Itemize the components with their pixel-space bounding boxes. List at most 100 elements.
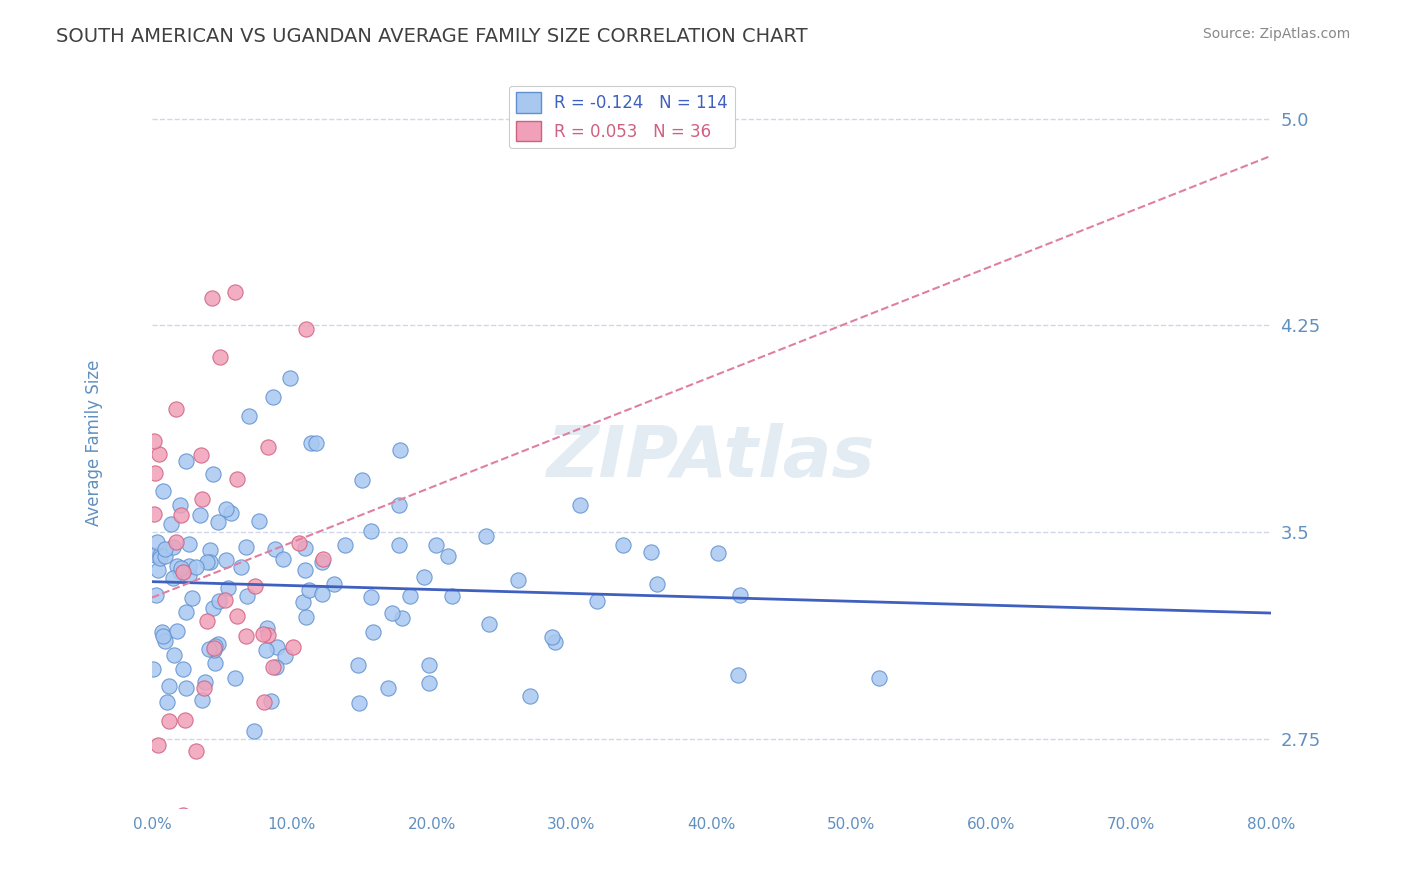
Point: [294, 541, 316, 555]
Point: [184, 560, 207, 574]
Point: [247, 514, 270, 528]
Point: [190, 448, 212, 462]
Point: [195, 555, 218, 569]
Point: [294, 563, 316, 577]
Point: [388, 498, 411, 512]
Point: [225, 472, 247, 486]
Point: [350, 473, 373, 487]
Point: [236, 589, 259, 603]
Point: [201, 467, 224, 481]
Point: [235, 540, 257, 554]
Point: [235, 629, 257, 643]
Point: [225, 608, 247, 623]
Point: [474, 529, 496, 543]
Point: [728, 588, 751, 602]
Point: [157, 714, 180, 728]
Point: [160, 517, 183, 532]
Point: [143, 466, 166, 480]
Point: [198, 543, 221, 558]
Point: [146, 534, 169, 549]
Point: [271, 552, 294, 566]
Point: [207, 515, 229, 529]
Y-axis label: Average Family Size: Average Family Size: [86, 359, 103, 525]
Point: [214, 593, 236, 607]
Point: [224, 285, 246, 299]
Point: [243, 579, 266, 593]
Point: [202, 640, 225, 655]
Point: [437, 549, 460, 564]
Text: ZIPAtlas: ZIPAtlas: [547, 423, 876, 491]
Point: [640, 544, 662, 558]
Point: [163, 648, 186, 662]
Point: [198, 641, 221, 656]
Point: [204, 656, 226, 670]
Point: [157, 679, 180, 693]
Point: [173, 714, 195, 728]
Point: [218, 581, 240, 595]
Point: [153, 634, 176, 648]
Point: [540, 630, 562, 644]
Point: [388, 538, 411, 552]
Point: [478, 617, 501, 632]
Point: [299, 436, 322, 450]
Point: [172, 662, 194, 676]
Point: [201, 291, 224, 305]
Point: [253, 695, 276, 709]
Point: [260, 694, 283, 708]
Point: [194, 675, 217, 690]
Point: [188, 508, 211, 522]
Point: [143, 507, 166, 521]
Point: [425, 538, 447, 552]
Point: [568, 498, 591, 512]
Point: [165, 401, 187, 416]
Point: [170, 508, 193, 522]
Point: [149, 551, 172, 566]
Text: SOUTH AMERICAN VS UGANDAN AVERAGE FAMILY SIZE CORRELATION CHART: SOUTH AMERICAN VS UGANDAN AVERAGE FAMILY…: [56, 27, 808, 45]
Point: [273, 649, 295, 664]
Point: [298, 583, 321, 598]
Point: [152, 629, 174, 643]
Point: [519, 689, 541, 703]
Point: [152, 483, 174, 498]
Point: [706, 546, 728, 560]
Point: [153, 549, 176, 563]
Point: [207, 637, 229, 651]
Point: [181, 591, 204, 606]
Point: [262, 390, 284, 404]
Point: [142, 662, 165, 676]
Legend: R = -0.124   N = 114, R = 0.053   N = 36: R = -0.124 N = 114, R = 0.053 N = 36: [509, 86, 734, 148]
Point: [166, 624, 188, 639]
Point: [198, 555, 221, 569]
Point: [312, 552, 335, 566]
Point: [544, 634, 567, 648]
Point: [166, 558, 188, 573]
Point: [305, 435, 328, 450]
Point: [177, 558, 200, 573]
Point: [224, 671, 246, 685]
Point: [295, 322, 318, 336]
Point: [149, 548, 172, 562]
Point: [195, 614, 218, 628]
Point: [278, 371, 301, 385]
Point: [156, 695, 179, 709]
Point: [208, 593, 231, 607]
Point: [612, 538, 634, 552]
Point: [191, 692, 214, 706]
Point: [266, 640, 288, 654]
Point: [252, 627, 274, 641]
Point: [868, 671, 890, 685]
Point: [381, 606, 404, 620]
Point: [360, 524, 382, 538]
Point: [243, 723, 266, 738]
Point: [155, 541, 177, 556]
Point: [170, 560, 193, 574]
Point: [281, 640, 304, 655]
Point: [418, 657, 440, 672]
Point: [145, 548, 167, 562]
Point: [727, 667, 749, 681]
Point: [295, 610, 318, 624]
Point: [418, 675, 440, 690]
Point: [169, 565, 191, 579]
Point: [347, 658, 370, 673]
Point: [215, 552, 238, 566]
